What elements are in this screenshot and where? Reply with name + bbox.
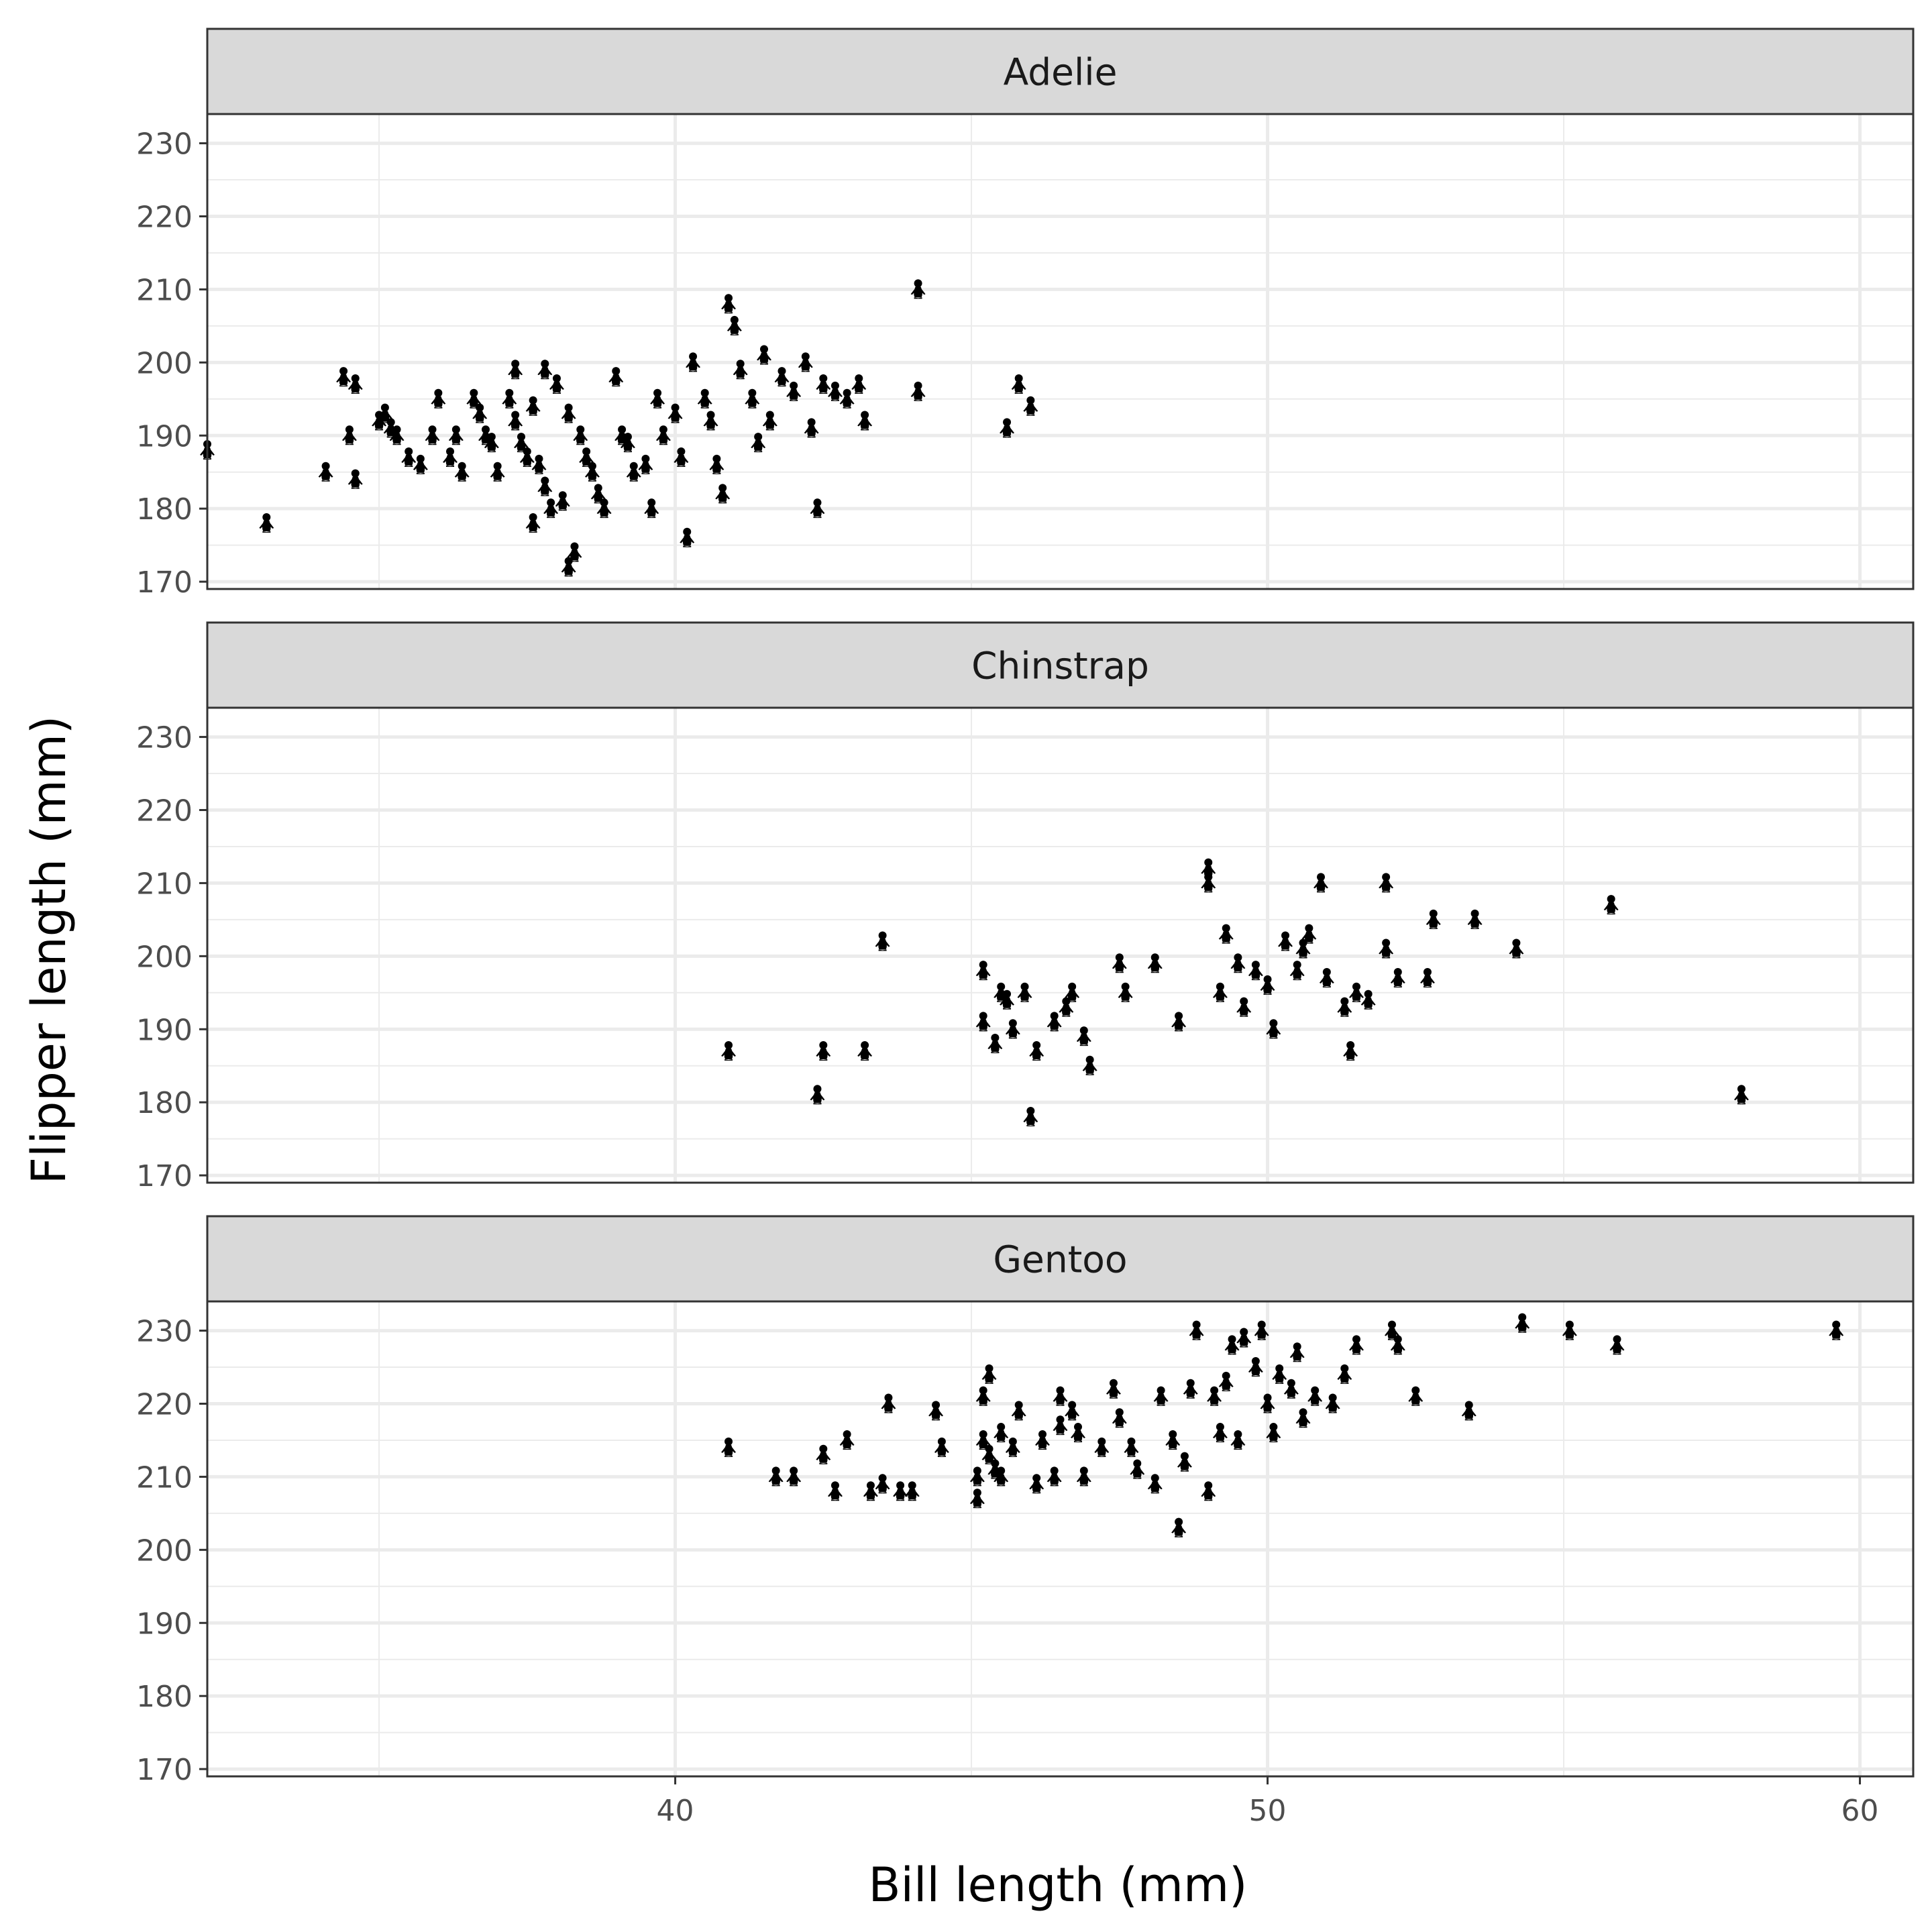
facet-strip-label: Gentoo bbox=[993, 1238, 1127, 1281]
y-tick-label: 220 bbox=[136, 794, 193, 828]
panel-background bbox=[207, 708, 1913, 1183]
y-tick-label: 230 bbox=[136, 721, 193, 755]
y-tick-label: 210 bbox=[136, 867, 193, 901]
y-tick-label: 180 bbox=[136, 1680, 193, 1714]
x-tick-label: 60 bbox=[1841, 1794, 1879, 1828]
y-tick-label: 200 bbox=[136, 940, 193, 974]
y-axis-title: Flipper length (mm) bbox=[21, 716, 76, 1185]
facet-strip bbox=[206, 28, 1915, 115]
facet-panel-chinstrap: 170 180 190 200 210 220 230 Chinstrap bbox=[136, 621, 1915, 1193]
facet-strip bbox=[206, 1215, 1915, 1303]
x-tick-label: 40 bbox=[657, 1794, 694, 1828]
facet-panel-gentoo: 170 180 190 200 210 220 230 Gentoo 40 50 60 bbox=[136, 1215, 1915, 1828]
panel-background bbox=[207, 1301, 1913, 1776]
y-tick-label: 200 bbox=[136, 346, 193, 380]
y-tick-label: 190 bbox=[136, 419, 193, 453]
y-tick-label: 180 bbox=[136, 492, 193, 527]
facet-strip-label: Chinstrap bbox=[971, 645, 1149, 688]
y-tick-label: 230 bbox=[136, 1315, 193, 1349]
y-tick-label: 190 bbox=[136, 1013, 193, 1047]
y-tick-label: 200 bbox=[136, 1534, 193, 1568]
facet-strip-label: Adelie bbox=[1004, 51, 1118, 94]
y-tick-label: 190 bbox=[136, 1607, 193, 1641]
y-tick-label: 210 bbox=[136, 273, 193, 307]
facet-strip bbox=[206, 621, 1915, 709]
y-tick-label: 220 bbox=[136, 1387, 193, 1421]
x-axis-title: Bill length (mm) bbox=[869, 1858, 1248, 1913]
y-tick-label: 210 bbox=[136, 1460, 193, 1495]
y-tick-label: 180 bbox=[136, 1086, 193, 1120]
y-tick-label: 170 bbox=[136, 566, 193, 600]
panel-background bbox=[207, 114, 1913, 589]
y-tick-label: 230 bbox=[136, 127, 193, 162]
y-tick-label: 170 bbox=[136, 1753, 193, 1787]
y-tick-label: 170 bbox=[136, 1159, 193, 1193]
facet-panel-adelie: 170 180 190 200 210 220 230 Adelie bbox=[136, 28, 1915, 600]
x-tick-label: 50 bbox=[1249, 1794, 1287, 1828]
y-tick-label: 220 bbox=[136, 200, 193, 234]
